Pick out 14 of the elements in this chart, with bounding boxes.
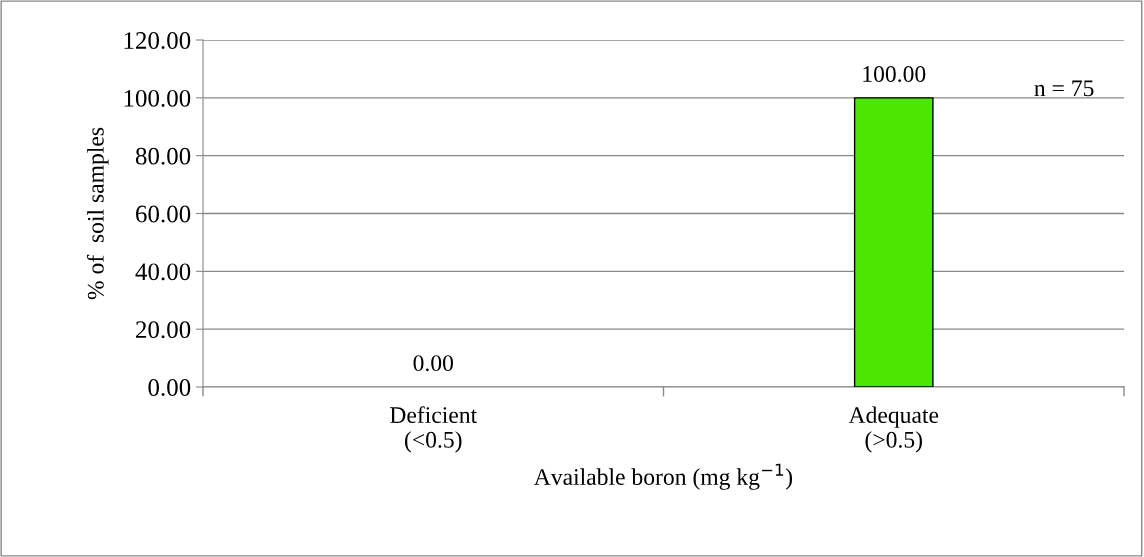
data-label: 0.00 <box>413 355 454 372</box>
y-tick-label: 40.00 <box>135 263 191 281</box>
data-label: 100.00 <box>863 65 926 83</box>
x-tick-label: Deficient (<0.5) <box>390 406 478 453</box>
x-tick-label: Adequate (>0.5) <box>848 406 939 453</box>
y-tick-label: 20.00 <box>136 321 191 339</box>
y-tick-label: 0.00 <box>148 379 191 397</box>
y-tick-label: 80.00 <box>135 147 191 165</box>
annotation: n = 75 <box>1034 80 1094 97</box>
y-axis-title: % of soil samples <box>86 127 109 300</box>
y-tick-label: 100.00 <box>124 89 191 107</box>
x-axis-title: Available boron (mg kg$^{−1}$) <box>533 463 793 490</box>
y-tick-label: 120.00 <box>124 32 191 50</box>
y-tick-label: 60.00 <box>136 205 191 223</box>
